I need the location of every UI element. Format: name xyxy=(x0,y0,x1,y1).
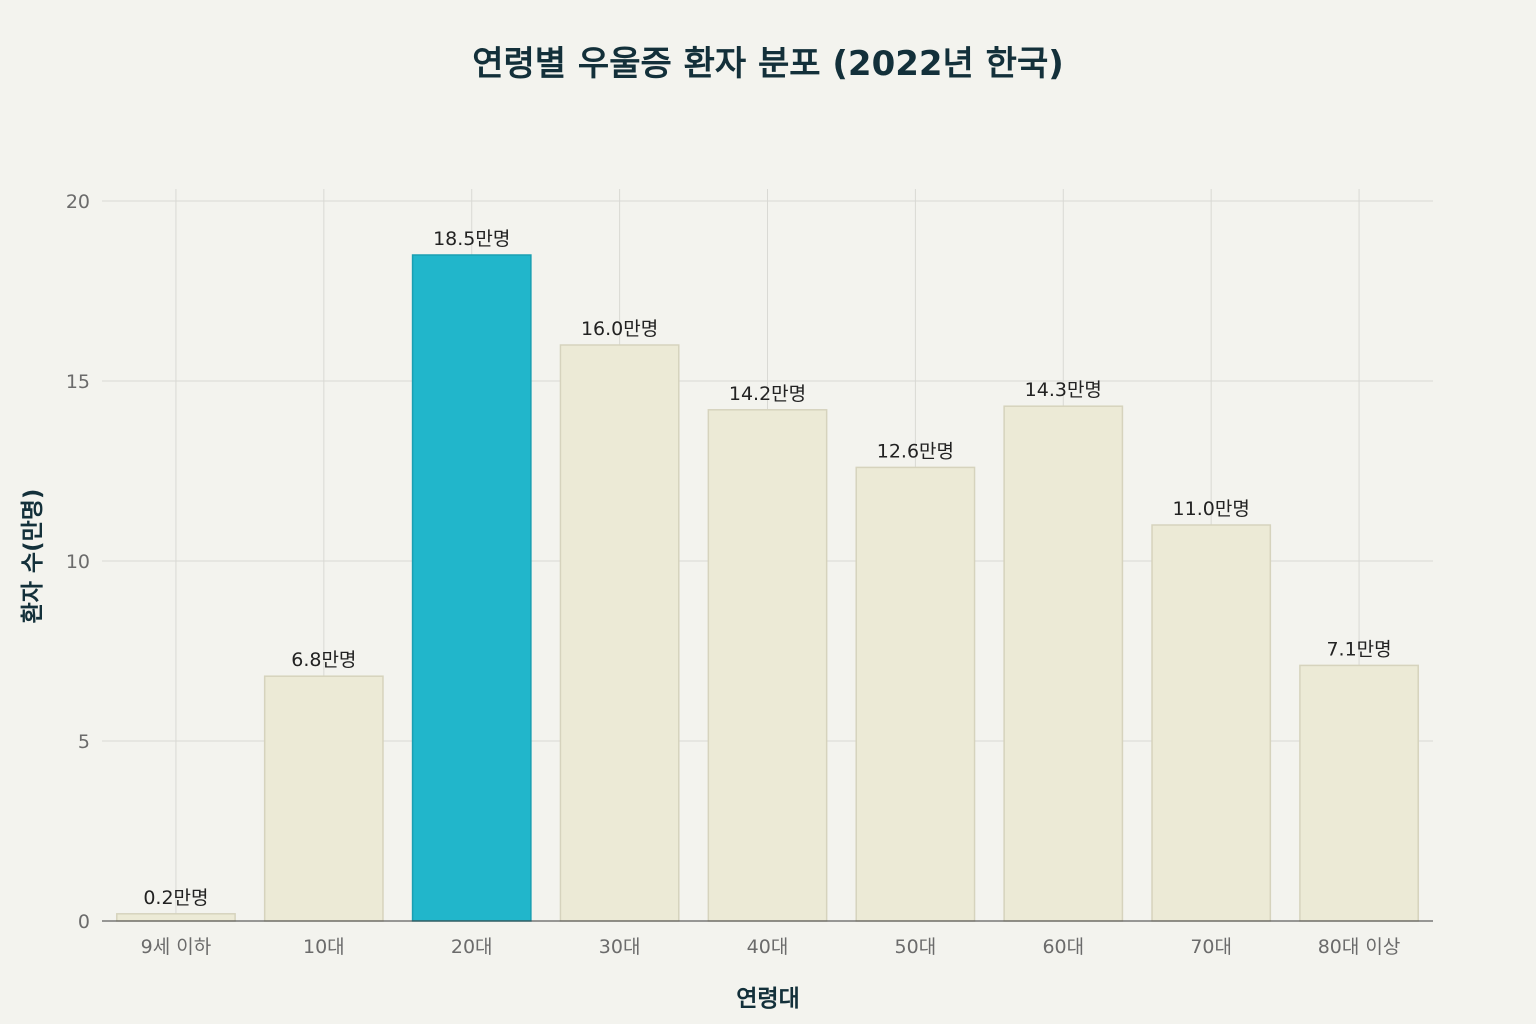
data-label: 11.0만명 xyxy=(1173,498,1250,520)
y-tick-label: 20 xyxy=(66,191,90,213)
x-tick-label: 20대 xyxy=(451,936,493,958)
data-label: 6.8만명 xyxy=(291,649,356,671)
x-tick-label: 60대 xyxy=(1042,936,1084,958)
bar xyxy=(707,409,828,922)
bars xyxy=(116,254,1419,922)
x-axis-label: 연령대 xyxy=(736,986,799,1012)
bar xyxy=(855,466,976,922)
bar xyxy=(1003,405,1124,922)
x-axis-ticks: 9세 이하 10대 20대 30대 40대 50대 60대 70대 80대 이상 xyxy=(141,936,1401,958)
bar xyxy=(116,913,236,922)
data-label: 12.6만명 xyxy=(877,440,954,462)
data-label: 0.2만명 xyxy=(143,887,208,909)
bar xyxy=(1299,664,1419,922)
x-tick-label: 30대 xyxy=(599,936,641,958)
x-tick-label: 50대 xyxy=(895,936,937,958)
y-tick-label: 0 xyxy=(78,911,90,933)
x-tick-label: 80대 이상 xyxy=(1318,936,1401,958)
data-label: 14.2만명 xyxy=(729,383,806,405)
y-tick-label: 15 xyxy=(66,371,90,393)
x-tick-label: 40대 xyxy=(747,936,789,958)
data-label: 14.3만명 xyxy=(1025,379,1102,401)
x-tick-label: 10대 xyxy=(303,936,345,958)
bar xyxy=(263,675,384,922)
data-label: 7.1만명 xyxy=(1326,638,1391,660)
data-label: 16.0만명 xyxy=(581,318,658,340)
y-axis-ticks: 0 5 10 15 20 xyxy=(66,191,90,933)
bar xyxy=(559,344,680,922)
bar xyxy=(411,254,532,922)
y-tick-label: 10 xyxy=(66,551,90,573)
data-labels: 0.2만명 6.8만명 18.5만명 16.0만명 14.2만명 12.6만명 14.3만명… xyxy=(143,228,1391,909)
x-tick-label: 9세 이하 xyxy=(141,936,212,958)
y-tick-label: 5 xyxy=(78,731,90,753)
data-label: 18.5만명 xyxy=(433,228,510,250)
bar xyxy=(1151,524,1272,922)
x-tick-label: 70대 xyxy=(1190,936,1232,958)
y-axis-label: 환자 수(만명) xyxy=(20,489,46,624)
chart-title: 연령별 우울증 환자 분포 (2022년 한국) xyxy=(472,44,1064,84)
